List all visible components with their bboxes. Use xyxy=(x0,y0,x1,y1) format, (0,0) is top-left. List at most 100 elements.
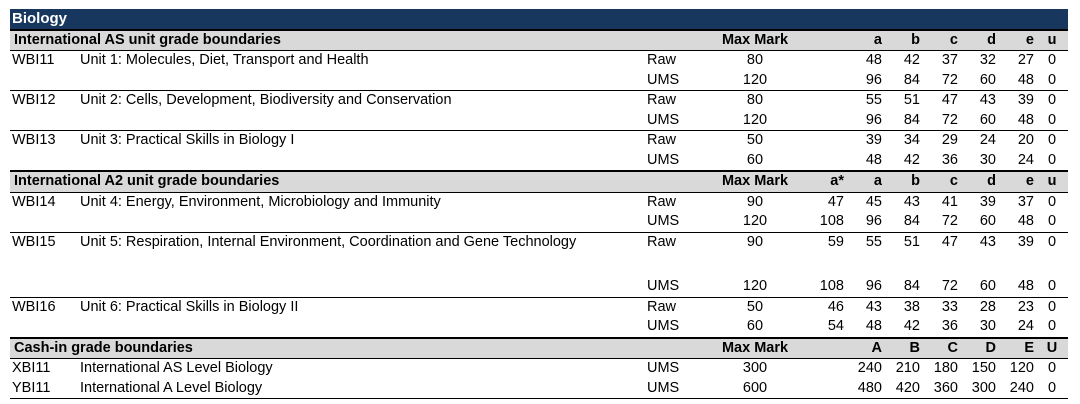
grade-boundaries-table: Biology International AS unit grade boun… xyxy=(10,9,1069,399)
grade-value-b: 84 xyxy=(884,277,922,298)
unit-row: WBI16 Unit 6: Practical Skills in Biology… xyxy=(10,297,1068,317)
max-mark-header: Max Mark xyxy=(702,336,808,359)
unit-name: Unit 4: Energy, Environment, Microbiolog… xyxy=(80,193,441,210)
grade-value-c: 36 xyxy=(922,150,960,172)
unit-code-blank xyxy=(10,317,78,338)
grade-value-b: 51 xyxy=(903,233,920,250)
grade-value-a: 96 xyxy=(846,277,884,298)
grade-value-u: 0 xyxy=(1036,70,1069,91)
unit-row: UMS 120 108 96 84 72 60 48 0 xyxy=(10,212,1069,233)
unit-row: UMS 60 54 48 42 36 30 24 0 xyxy=(10,317,1068,338)
grade-value-u: 0 xyxy=(1036,212,1069,233)
grade-value-astar: 54 xyxy=(827,318,844,334)
max-mark-value: 80 xyxy=(746,52,764,68)
unit-row: UMS 120 96 84 72 60 48 0 xyxy=(10,110,1069,131)
grade-header-e: E xyxy=(998,336,1036,359)
unit-row: UMS 120 96 84 72 60 48 0 xyxy=(10,70,1069,91)
grade-value-d: 30 xyxy=(960,150,998,172)
grade-header-a: a xyxy=(846,28,884,51)
unit-name: Unit 3: Practical Skills in Biology I xyxy=(80,132,295,148)
max-mark-value: 80 xyxy=(746,92,764,108)
grade-header-u: u xyxy=(1036,28,1069,51)
unit-row: WBI12 Unit 2: Cells, Development, Biodive… xyxy=(10,91,1068,111)
row-type: UMS xyxy=(645,212,702,233)
grade-header-e: e xyxy=(998,28,1036,51)
unit-name-blank xyxy=(78,277,645,298)
unit-name-blank xyxy=(78,70,645,91)
grade-value-c: 180 xyxy=(933,360,958,376)
unit-code-blank xyxy=(10,110,78,131)
unit-row: WBI14 Unit 4: Energy, Environment, Microb… xyxy=(10,192,1068,212)
qualification-code: YBI11 xyxy=(10,378,78,399)
grade-value-u: 0 xyxy=(1047,193,1057,210)
row-type: UMS xyxy=(647,318,680,334)
grade-value-b: 42 xyxy=(884,150,922,172)
grade-value-c: 29 xyxy=(941,132,958,148)
grade-value-b: 210 xyxy=(895,360,920,376)
grade-value-e: 240 xyxy=(998,378,1036,399)
unit-code: WBI16 xyxy=(12,298,56,315)
qualification-name: International AS Level Biology xyxy=(80,360,273,376)
grade-value-astar xyxy=(808,110,846,131)
grade-value-a: 480 xyxy=(846,378,884,399)
grade-value-b: 84 xyxy=(884,110,922,131)
grade-value-a: 96 xyxy=(846,110,884,131)
grade-value-e: 48 xyxy=(998,70,1036,91)
grade-value-b: 43 xyxy=(903,193,920,210)
grade-value-u: 0 xyxy=(1047,132,1057,148)
grade-value-u: 0 xyxy=(1036,150,1069,172)
grade-value-u: 0 xyxy=(1047,233,1057,250)
grade-value-c: 33 xyxy=(941,298,958,315)
unit-code-blank xyxy=(10,277,78,298)
row-type: Raw xyxy=(647,193,677,210)
unit-name: Unit 1: Molecules, Diet, Transport and H… xyxy=(80,52,369,68)
unit-code: WBI15 xyxy=(12,233,56,250)
grade-value-e: 20 xyxy=(1017,132,1034,148)
grade-value-a: 96 xyxy=(846,70,884,91)
max-mark-value: 50 xyxy=(746,298,764,315)
title-row: Biology xyxy=(10,9,1069,30)
cashin-header-row: Cash-in grade boundaries Max Mark A B C D E U xyxy=(10,336,1069,359)
grade-header-u: U xyxy=(1036,336,1069,359)
max-mark-value: 90 xyxy=(746,233,764,250)
grade-header-astar xyxy=(808,28,846,51)
grade-header-d: D xyxy=(960,336,998,359)
grade-value-b: 51 xyxy=(903,92,920,108)
grade-value-c: 72 xyxy=(922,110,960,131)
grade-value-c: 360 xyxy=(922,378,960,399)
grade-value-b: 34 xyxy=(903,132,920,148)
grade-value-astar xyxy=(808,150,846,172)
grade-value-b: 42 xyxy=(903,318,920,334)
grade-value-b: 84 xyxy=(884,212,922,233)
grade-value-e: 27 xyxy=(1017,52,1034,68)
grade-value-astar xyxy=(808,51,846,71)
grade-value-u: 0 xyxy=(1047,318,1057,334)
grade-value-u: 0 xyxy=(1036,110,1069,131)
grade-value-u: 0 xyxy=(1036,378,1069,399)
grade-header-d: d xyxy=(960,170,998,193)
unit-row: UMS 60 48 42 36 30 24 0 xyxy=(10,150,1069,172)
grade-value-e: 24 xyxy=(998,150,1036,172)
grade-header-b: b xyxy=(884,170,922,193)
grade-value-d: 28 xyxy=(979,298,996,315)
subject-title: Biology xyxy=(10,9,1069,30)
row-type: UMS xyxy=(645,150,702,172)
row-type: UMS xyxy=(645,70,702,91)
cashin-row: YBI11 International A Level Biology UMS 600… xyxy=(10,378,1069,399)
max-mark-value: 120 xyxy=(702,277,808,298)
grade-value-c: 72 xyxy=(922,277,960,298)
row-type: UMS xyxy=(645,277,702,298)
grade-value-b: 420 xyxy=(884,378,922,399)
grade-value-a: 55 xyxy=(865,233,882,250)
unit-row: WBI11 Unit 1: Molecules, Diet, Transport … xyxy=(10,51,1068,71)
unit-name: Unit 2: Cells, Development, Biodiversity… xyxy=(80,92,452,108)
grade-header-a: a xyxy=(846,170,884,193)
grade-value-d: 43 xyxy=(979,233,996,250)
qualification-name: International A Level Biology xyxy=(78,378,645,399)
grade-value-d: 150 xyxy=(971,360,996,376)
grade-value-d: 43 xyxy=(979,92,996,108)
grade-value-u: 0 xyxy=(1047,52,1057,68)
grade-value-astar xyxy=(808,70,846,91)
unit-code-blank xyxy=(10,150,78,172)
